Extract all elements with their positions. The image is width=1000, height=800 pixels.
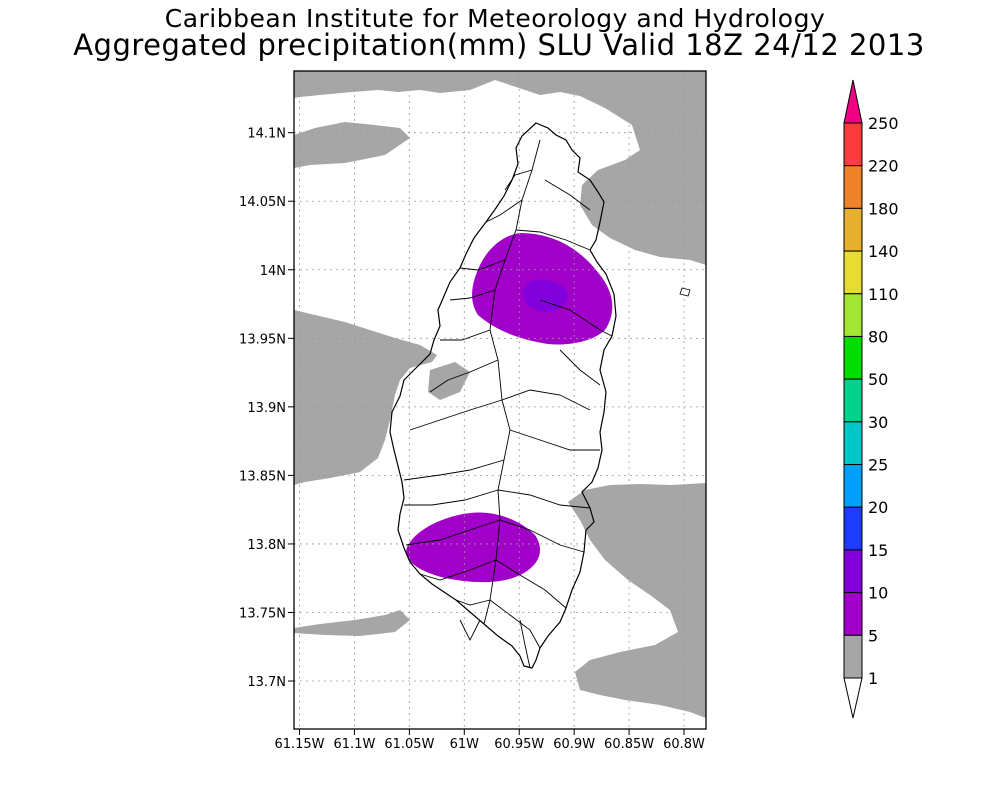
- colorbar-label: 80: [868, 327, 888, 346]
- longitude-axis: 61.15W 61.1W 61.05W 61W 60.95W 60.9W 60.85W 60.…: [274, 729, 705, 752]
- lat-tick-label: 13.7N: [247, 675, 286, 690]
- colorbar-label: 220: [868, 157, 899, 176]
- precip-band-5-10mm-south: [406, 512, 540, 583]
- colorbar-label: 250: [868, 114, 899, 133]
- lon-tick-label: 61.05W: [384, 737, 434, 752]
- colorbar-swatch: [843, 293, 863, 337]
- lon-tick-label: 60.85W: [604, 737, 654, 752]
- lat-tick-label: 13.85N: [239, 469, 286, 484]
- colorbar-swatch: [843, 250, 863, 295]
- map-gridlines: [294, 71, 706, 729]
- colorbar-swatch: [843, 549, 863, 594]
- lat-tick-label: 14N: [260, 264, 286, 279]
- colorbar-label: 5: [868, 626, 878, 645]
- precip-band-10-15mm-core: [522, 279, 568, 312]
- lon-tick-label: 61.1W: [334, 737, 376, 752]
- lon-tick-label: 60.9W: [553, 737, 595, 752]
- lon-tick-label: 61.15W: [274, 737, 324, 752]
- lat-tick-label: 14.05N: [239, 195, 286, 210]
- colorbar-label: 30: [868, 413, 888, 432]
- colorbar-swatch: [843, 378, 863, 423]
- lat-tick-label: 13.95N: [239, 332, 286, 347]
- latitude-axis: 14.1N 14.05N 14N 13.95N 13.9N 13.85N 13.8N 13.7…: [239, 127, 294, 690]
- colorbar-top-triangle: [843, 79, 863, 124]
- colorbar-swatch: [843, 122, 863, 167]
- lat-tick-label: 14.1N: [247, 127, 286, 142]
- colorbar-label: 110: [868, 285, 899, 304]
- colorbar-label: 140: [868, 242, 899, 261]
- lon-tick-label: 60.8W: [663, 737, 705, 752]
- precipitation-field: [294, 71, 706, 718]
- colorbar-swatch: [843, 335, 863, 380]
- river-network: [403, 139, 613, 669]
- chart-subtitle: Aggregated precipitation(mm) SLU Valid 1…: [73, 28, 925, 62]
- islet-east: [679, 287, 691, 297]
- colorbar-swatch: [843, 464, 863, 508]
- island-coastline: [389, 122, 691, 669]
- colorbar-label: 20: [868, 498, 888, 517]
- precip-band-1-5mm: [294, 71, 706, 718]
- coastline-st-lucia: [389, 122, 617, 669]
- lon-tick-label: 60.95W: [494, 737, 544, 752]
- colorbar-swatch: [843, 207, 863, 252]
- colorbar-label: 1: [868, 669, 878, 688]
- colorbar-label: 180: [868, 199, 899, 218]
- precip-band-1-5mm-west-coast: [428, 362, 470, 400]
- colorbar-swatch: [843, 634, 863, 679]
- colorbar-swatch: [843, 165, 863, 209]
- colorbar-label: 15: [868, 541, 888, 560]
- colorbar-swatch: [843, 592, 863, 636]
- colorbar-bottom-triangle: [843, 677, 863, 719]
- lat-tick-label: 13.9N: [247, 401, 286, 416]
- lon-tick-label: 61W: [450, 737, 480, 752]
- colorbar-swatch: [843, 506, 863, 551]
- lat-tick-label: 13.75N: [239, 606, 286, 621]
- map-frame: [293, 70, 707, 730]
- colorbar-label: 50: [868, 370, 888, 389]
- colorbar-label: 25: [868, 456, 888, 475]
- lat-tick-label: 13.8N: [247, 538, 286, 553]
- colorbar-label: 10: [868, 584, 888, 603]
- colorbar-swatch: [843, 421, 863, 466]
- chart-title: Caribbean Institute for Meteorology and …: [164, 4, 826, 33]
